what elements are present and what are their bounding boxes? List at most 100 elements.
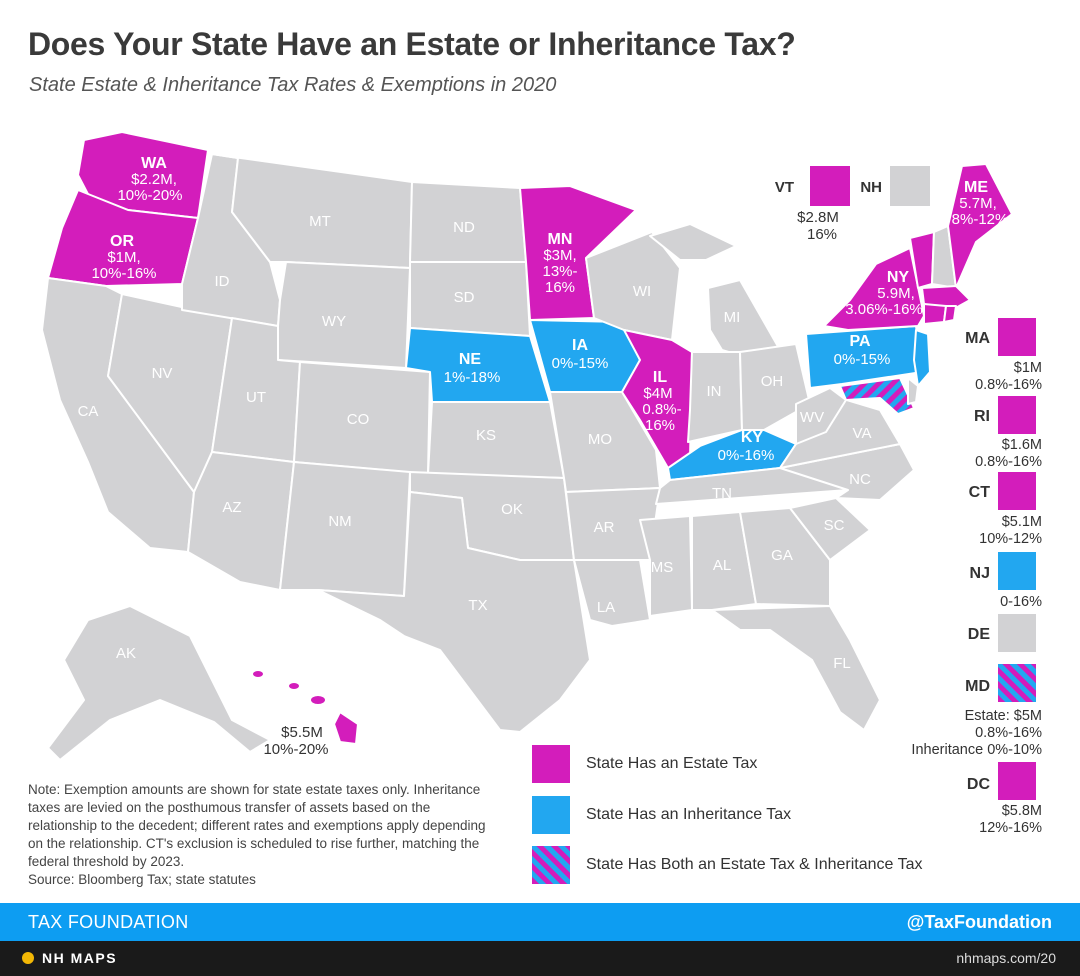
state-tx[interactable]	[317, 491, 591, 733]
state-fl[interactable]	[711, 605, 881, 731]
state-ga[interactable]	[739, 507, 831, 607]
label-ne-rate: 1%-18%	[444, 369, 501, 386]
label-co: CO	[347, 411, 370, 428]
label-mi: MI	[724, 309, 741, 326]
side-ri-abbr: RI	[974, 408, 990, 425]
state-in[interactable]	[687, 351, 743, 443]
state-la[interactable]	[573, 559, 651, 627]
label-wv: WV	[800, 409, 824, 426]
label-nh-abbr: NH	[860, 179, 882, 196]
footer-handle[interactable]: @TaxFoundation	[906, 912, 1052, 932]
swatch-dc	[998, 762, 1036, 800]
side-ct-line2: 10%-12%	[979, 531, 1042, 547]
legend-both-swatch	[532, 846, 570, 884]
state-az[interactable]	[187, 451, 295, 591]
gray-state-labels: MT ND ID SD WY WI MI NV UT CO CA KS MO IN OH WV VA AZ NM OK…	[78, 213, 872, 672]
label-nm: NM	[328, 513, 351, 530]
label-mn-rate1: 13%-	[542, 263, 577, 280]
state-md[interactable]	[839, 377, 915, 415]
state-ak[interactable]	[47, 605, 271, 761]
label-wy: WY	[322, 313, 346, 330]
side-md-line2: 0.8%-16%	[975, 725, 1042, 741]
side-dc: DC	[967, 776, 990, 794]
label-wi: WI	[633, 283, 651, 300]
side-dc-values: $5.8M 12%-16%	[979, 803, 1042, 837]
label-ar: AR	[594, 519, 615, 536]
swatch-md	[998, 664, 1036, 702]
swatch-ri	[998, 396, 1036, 434]
legend-both: State Has Both an Estate Tax & Inheritan…	[532, 846, 923, 884]
page-subtitle: State Estate & Inheritance Tax Rates & E…	[29, 74, 557, 96]
label-sd: SD	[454, 289, 475, 306]
state-ct[interactable]	[923, 303, 947, 325]
label-pa-abbr: PA	[849, 333, 870, 350]
state-wv[interactable]	[795, 387, 847, 445]
label-me-exemption: 5.7M,	[959, 195, 997, 212]
side-ma-line2: 0.8%-16%	[975, 377, 1042, 393]
label-il-exemption: $4M	[643, 385, 672, 402]
state-de[interactable]	[907, 377, 919, 405]
label-tx: TX	[468, 597, 487, 614]
label-nd: ND	[453, 219, 475, 236]
label-al: AL	[713, 557, 731, 574]
label-ut: UT	[246, 389, 266, 406]
note-block: Note: Exemption amounts are shown for st…	[28, 781, 498, 889]
side-dc-line1: $5.8M	[1001, 803, 1042, 819]
state-sc[interactable]	[789, 497, 871, 561]
legend-inheritance-label: State Has an Inheritance Tax	[586, 806, 792, 823]
label-tn: TN	[712, 485, 732, 502]
side-md-line1: Estate: $5M	[964, 708, 1042, 724]
vt-swatch	[810, 166, 850, 206]
label-il-rate2: 16%	[645, 417, 675, 434]
label-mn-exemption: $3M,	[543, 247, 576, 264]
side-md-line3: Inheritance 0%-10%	[911, 742, 1042, 758]
bottom-brand-text: NH MAPS	[42, 950, 118, 966]
state-hi[interactable]	[251, 669, 359, 745]
state-ca[interactable]	[41, 277, 195, 553]
label-wa-abbr: WA	[141, 155, 167, 172]
legend-inheritance-swatch	[532, 796, 570, 834]
label-fl: FL	[833, 655, 851, 672]
label-hi-exemption: $5.5M	[281, 724, 323, 741]
legend-estate-label: State Has an Estate Tax	[586, 755, 758, 772]
page-title: Does Your State Have an Estate or Inheri…	[28, 26, 796, 62]
side-ct-abbr: CT	[968, 484, 990, 501]
state-ms[interactable]	[639, 515, 693, 617]
state-oh[interactable]	[739, 343, 811, 431]
label-ak: AK	[116, 645, 136, 662]
side-ma-values: $1M 0.8%-16%	[975, 360, 1042, 394]
side-ri-values: $1.6M 0.8%-16%	[975, 437, 1042, 471]
label-mo: MO	[588, 431, 612, 448]
side-ri-line1: $1.6M	[1001, 437, 1042, 453]
state-al[interactable]	[691, 511, 757, 611]
side-ma-abbr: MA	[965, 330, 990, 347]
bottom-url[interactable]: nhmaps.com/20	[956, 950, 1056, 966]
label-il-rate1: 0.8%-	[642, 401, 681, 418]
label-or-exemption: $1M,	[107, 249, 140, 266]
state-mi[interactable]	[707, 279, 781, 357]
side-md-abbr: MD	[965, 678, 990, 695]
side-ct-values: $5.1M 10%-12%	[979, 514, 1042, 548]
source-text: Source: Bloomberg Tax; state statutes	[28, 872, 256, 887]
state-ri[interactable]	[943, 305, 957, 323]
label-va: VA	[853, 425, 872, 442]
state-mi-up[interactable]	[649, 223, 737, 261]
label-ny-rate: 3.06%-16%	[845, 301, 923, 318]
label-hi-rate: 10%-20%	[263, 741, 328, 758]
state-nj[interactable]	[913, 329, 931, 387]
side-md: MD	[965, 678, 990, 696]
label-ok: OK	[501, 501, 523, 518]
label-vt-exemption: $2.8M	[797, 209, 839, 226]
label-ms: MS	[651, 559, 674, 576]
label-wa-rate: 10%-20%	[117, 187, 182, 204]
side-nj-abbr: NJ	[969, 565, 990, 582]
label-vt-abbr: VT	[775, 179, 794, 196]
label-oh: OH	[761, 373, 784, 390]
state-or[interactable]	[47, 189, 199, 287]
label-wa-exemption: $2.2M,	[131, 171, 177, 188]
nh-swatch	[890, 166, 930, 206]
label-sc: SC	[824, 517, 845, 534]
side-nj: NJ	[970, 565, 990, 583]
label-ne-abbr: NE	[459, 351, 482, 368]
